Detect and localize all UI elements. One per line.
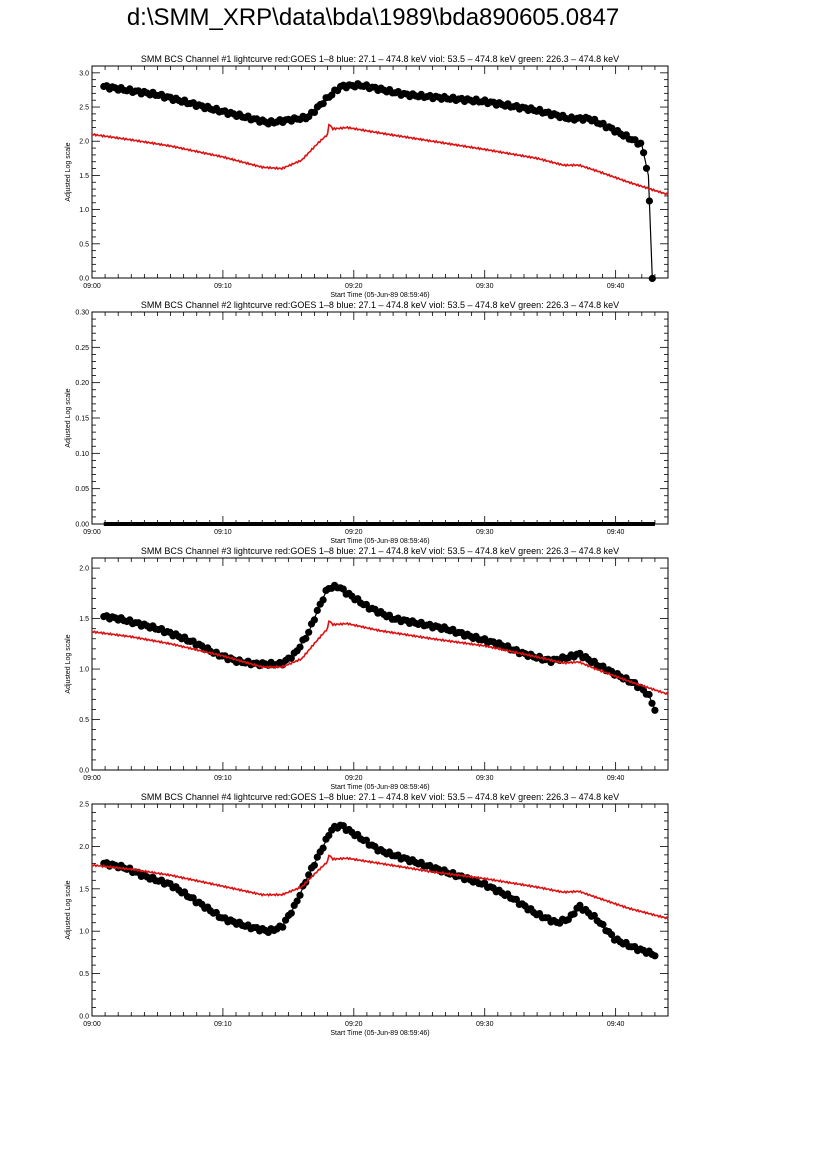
bcs-data-point [287, 654, 295, 662]
bcs-data-point [287, 909, 295, 917]
x-tick-label: 09:00 [83, 775, 101, 782]
bcs-data-point [296, 891, 304, 899]
bcs-data-point [648, 699, 656, 707]
bcs-data-point [305, 871, 313, 879]
x-tick-label: 09:30 [476, 529, 494, 536]
chart-title: SMM BCS Channel #1 lightcurve red:GOES 1… [141, 54, 619, 64]
bcs-data-point [325, 831, 333, 840]
x-axis-label: Start Time (05-Jun-89 08:59:46) [330, 538, 429, 545]
x-tick-label: 09:40 [607, 775, 625, 782]
x-tick-label: 09:30 [476, 1021, 494, 1028]
y-tick-label: 2.5 [79, 105, 89, 112]
y-tick-label: 0.20 [75, 380, 89, 387]
x-tick-label: 09:10 [214, 775, 232, 782]
y-tick-label: 0.5 [79, 717, 89, 724]
bcs-data-point [640, 149, 648, 157]
bcs-data-point [570, 910, 578, 918]
bcs-data-point [313, 606, 321, 614]
chart-title: SMM BCS Channel #3 lightcurve red:GOES 1… [141, 546, 619, 556]
chart-panel-channel-2: SMM BCS Channel #2 lightcurve red:GOES 1… [0, 298, 826, 548]
chart-svg: SMM BCS Channel #3 lightcurve red:GOES 1… [65, 546, 669, 791]
y-axis-label: Adjusted Log scale [65, 634, 72, 693]
x-tick-label: 09:20 [345, 529, 363, 536]
bcs-data-point [319, 100, 327, 108]
x-tick-label: 09:00 [83, 283, 101, 290]
y-tick-label: 0.15 [75, 416, 89, 423]
page-title: d:\SMM_XRP\data\bda\1989\bda890605.0847 [126, 4, 620, 31]
bcs-data-point [637, 139, 645, 147]
plot-frame [91, 311, 669, 525]
bcs-data-point [310, 108, 319, 116]
y-tick-label: 2.5 [79, 802, 89, 809]
bcs-data-point [310, 861, 318, 869]
chart-svg: SMM BCS Channel #2 lightcurve red:GOES 1… [65, 300, 669, 545]
bcs-data-point [651, 706, 659, 714]
y-tick-label: 2.0 [79, 139, 89, 146]
chart-panel-channel-3: SMM BCS Channel #3 lightcurve red:GOES 1… [0, 544, 826, 794]
bcs-data-point [279, 923, 287, 931]
y-axis-label: Adjusted Log scale [65, 388, 72, 447]
x-axis-label: Start Time (05-Jun-89 08:59:46) [330, 1030, 429, 1037]
goes-series-line [91, 854, 669, 920]
y-tick-label: 1.0 [79, 207, 89, 214]
bcs-data-point [293, 897, 301, 905]
x-tick-label: 09:00 [83, 529, 101, 536]
x-axis-label: Start Time (05-Jun-89 08:59:46) [330, 292, 429, 299]
bcs-data-point [305, 628, 313, 636]
chart-title: SMM BCS Channel #2 lightcurve red:GOES 1… [141, 300, 619, 310]
x-tick-label: 09:20 [345, 1021, 363, 1028]
y-tick-label: 1.5 [79, 173, 89, 180]
x-tick-label: 09:40 [607, 1021, 625, 1028]
bcs-data-point [651, 952, 659, 960]
bcs-data-point [645, 197, 654, 205]
x-tick-label: 09:30 [476, 283, 494, 290]
chart-panel-channel-1: SMM BCS Channel #1 lightcurve red:GOES 1… [0, 48, 826, 299]
y-tick-label: 1.0 [79, 929, 89, 936]
chart-svg: SMM BCS Channel #1 lightcurve red:GOES 1… [65, 54, 669, 299]
y-tick-label: 0.00 [75, 522, 89, 529]
y-tick-label: 0.25 [75, 345, 89, 352]
bcs-data-point [599, 920, 607, 929]
bcs-data-point [645, 690, 653, 699]
bcs-data-point [319, 844, 327, 852]
x-tick-label: 09:30 [476, 775, 494, 782]
bcs-data-point [310, 616, 318, 624]
x-tick-label: 09:10 [214, 529, 232, 536]
y-tick-label: 0.0 [79, 768, 89, 775]
x-tick-label: 09:00 [83, 1021, 101, 1028]
x-axis-label: Start Time (05-Jun-89 08:59:46) [330, 784, 429, 791]
x-tick-label: 09:10 [214, 1021, 232, 1028]
bcs-data-point [642, 164, 651, 172]
x-tick-label: 09:20 [345, 775, 363, 782]
bcs-data-point [319, 596, 327, 604]
y-tick-label: 1.5 [79, 886, 89, 893]
y-tick-label: 1.0 [79, 667, 89, 674]
y-tick-label: 0.5 [79, 241, 89, 248]
bcs-data-point [608, 931, 616, 939]
chart-panel-channel-4: SMM BCS Channel #4 lightcurve red:GOES 1… [0, 790, 826, 1040]
y-tick-label: 0.10 [75, 451, 89, 458]
y-tick-label: 0.0 [79, 276, 89, 283]
x-tick-label: 09:10 [214, 283, 232, 290]
y-tick-label: 0.05 [75, 486, 89, 493]
y-tick-label: 0.30 [75, 310, 89, 317]
y-tick-label: 2.0 [79, 844, 89, 851]
chart-title: SMM BCS Channel #4 lightcurve red:GOES 1… [141, 792, 619, 802]
x-tick-label: 09:40 [607, 529, 625, 536]
goes-series-line [91, 123, 669, 196]
chart-svg: SMM BCS Channel #4 lightcurve red:GOES 1… [65, 792, 669, 1037]
bcs-data-point [302, 634, 310, 642]
y-axis-label: Adjusted Log scale [65, 142, 72, 201]
x-tick-label: 09:20 [345, 283, 363, 290]
y-tick-label: 2.0 [79, 566, 89, 573]
bcs-data-point [296, 643, 304, 651]
y-tick-label: 3.0 [79, 70, 89, 77]
bcs-data-point [648, 274, 656, 283]
x-tick-label: 09:40 [607, 283, 625, 290]
y-axis-label: Adjusted Log scale [65, 880, 72, 939]
y-tick-label: 0.0 [79, 1014, 89, 1021]
y-tick-label: 0.5 [79, 971, 89, 978]
y-tick-label: 1.5 [79, 616, 89, 623]
goes-series-line [91, 620, 669, 696]
